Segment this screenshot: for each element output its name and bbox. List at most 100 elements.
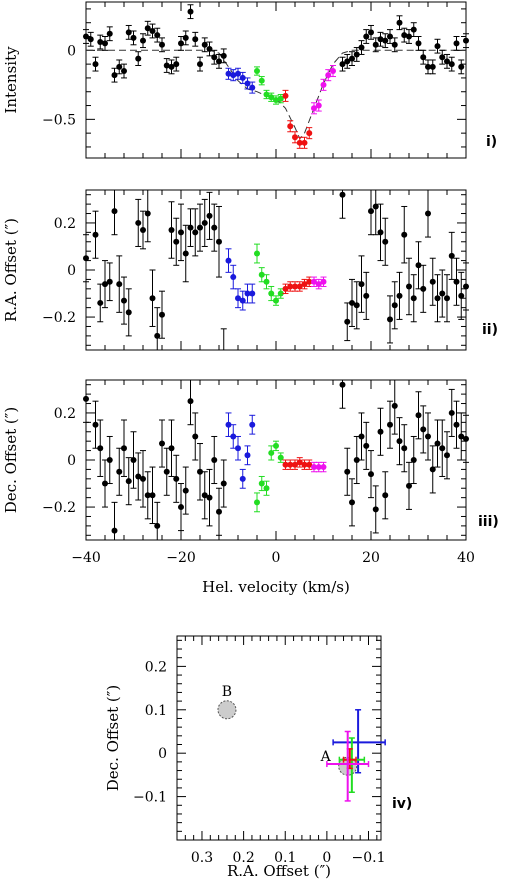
data-point bbox=[178, 229, 184, 236]
data-point bbox=[311, 278, 317, 285]
panel-label: ii) bbox=[482, 322, 498, 338]
data-point bbox=[463, 435, 469, 442]
data-point bbox=[173, 238, 180, 245]
y-tick-label: 0.2 bbox=[54, 216, 76, 232]
data-point bbox=[206, 494, 213, 501]
data-point bbox=[149, 492, 156, 499]
data-point bbox=[87, 36, 94, 43]
data-point bbox=[292, 283, 298, 290]
data-point bbox=[154, 332, 161, 339]
panel-label: iii) bbox=[478, 514, 499, 530]
data-point bbox=[121, 68, 127, 75]
data-point bbox=[125, 478, 132, 485]
data-point bbox=[206, 45, 213, 52]
data-point bbox=[434, 295, 441, 302]
data-point bbox=[239, 297, 246, 304]
data-point bbox=[225, 257, 232, 264]
data-point bbox=[429, 63, 436, 70]
panel-intensity: Intensity i) 0 −0.5 bbox=[2, 1, 497, 159]
x-tick-label: 0.2 bbox=[232, 850, 254, 866]
data-point bbox=[102, 40, 108, 47]
y-tick-label: 0 bbox=[67, 43, 76, 59]
data-point bbox=[216, 58, 222, 65]
data-point bbox=[349, 499, 355, 506]
data-point bbox=[239, 475, 246, 482]
data-point bbox=[111, 208, 118, 215]
data-point bbox=[168, 445, 175, 452]
data-point bbox=[268, 290, 275, 297]
data-point bbox=[187, 224, 194, 231]
data-point bbox=[444, 452, 450, 459]
data-point bbox=[116, 281, 123, 288]
data-point bbox=[273, 97, 279, 104]
data-point bbox=[92, 231, 99, 238]
data-point bbox=[453, 278, 460, 285]
data-point bbox=[211, 457, 218, 463]
data-point bbox=[396, 438, 403, 445]
data-point bbox=[353, 302, 360, 309]
data-point bbox=[420, 285, 427, 292]
data-point bbox=[339, 381, 346, 388]
data-point bbox=[135, 219, 142, 226]
data-point bbox=[439, 54, 446, 61]
data-point bbox=[292, 461, 298, 468]
data-point bbox=[453, 40, 460, 47]
panel-frame bbox=[176, 635, 382, 841]
data-point bbox=[254, 250, 260, 257]
panel-label: iv) bbox=[392, 796, 412, 812]
data-point bbox=[391, 41, 398, 48]
data-point bbox=[429, 466, 436, 473]
data-point bbox=[349, 55, 355, 62]
data-point bbox=[463, 37, 469, 44]
data-point bbox=[439, 290, 446, 297]
data-point bbox=[387, 421, 393, 428]
y-tick-label: −0.2 bbox=[42, 310, 76, 326]
data-point bbox=[287, 461, 294, 468]
data-point bbox=[363, 33, 370, 40]
component-label: B bbox=[222, 684, 232, 700]
x-tick-label: −20 bbox=[166, 550, 196, 566]
data-point bbox=[358, 44, 365, 51]
data-point bbox=[406, 283, 412, 290]
data-point bbox=[401, 32, 408, 39]
data-point bbox=[225, 421, 232, 428]
y-tick-label: −0.2 bbox=[42, 500, 76, 516]
x-tick-label: 20 bbox=[362, 550, 380, 566]
component-label: A bbox=[320, 749, 332, 765]
data-point bbox=[201, 492, 208, 499]
data-point bbox=[434, 440, 441, 447]
x-tick-label: −40 bbox=[71, 550, 101, 566]
data-point bbox=[182, 487, 189, 494]
data-point bbox=[149, 295, 156, 302]
mark-group bbox=[83, 380, 469, 540]
y-tick-label: −0.1 bbox=[133, 790, 167, 806]
data-point bbox=[182, 34, 189, 41]
data-point bbox=[401, 445, 408, 452]
data-point bbox=[320, 81, 327, 88]
data-point bbox=[282, 461, 289, 468]
data-point bbox=[339, 61, 346, 68]
data-point bbox=[273, 297, 279, 304]
data-point bbox=[372, 506, 379, 513]
data-point bbox=[458, 433, 465, 440]
data-point bbox=[410, 295, 417, 302]
data-point bbox=[420, 426, 427, 433]
data-point bbox=[230, 274, 237, 281]
data-point bbox=[135, 473, 142, 480]
data-point bbox=[168, 63, 175, 70]
data-point bbox=[116, 63, 123, 70]
data-point bbox=[277, 290, 284, 297]
data-point bbox=[92, 421, 99, 428]
data-point bbox=[121, 445, 127, 452]
mark-group bbox=[83, 190, 469, 350]
data-point bbox=[425, 433, 431, 440]
data-point bbox=[458, 292, 465, 299]
data-point bbox=[292, 134, 298, 141]
data-point bbox=[372, 203, 379, 210]
data-point bbox=[159, 440, 165, 447]
data-point bbox=[244, 290, 251, 297]
data-point bbox=[439, 445, 446, 452]
data-point bbox=[282, 285, 289, 292]
data-point bbox=[201, 219, 208, 226]
data-point bbox=[220, 52, 227, 59]
